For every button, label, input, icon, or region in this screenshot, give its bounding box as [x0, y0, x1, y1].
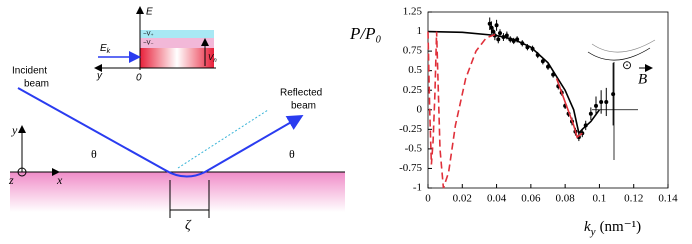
zeta: ζ	[185, 218, 192, 233]
x-tick-label: 0.02	[453, 193, 472, 205]
y-tick-label: -0.25	[399, 123, 422, 135]
y-tick-label: 0	[417, 103, 423, 115]
angle: θ	[289, 147, 295, 161]
data-point	[498, 31, 502, 36]
y-tick-label: 0.75	[403, 45, 423, 57]
y-axis-title: P/P₀	[349, 24, 381, 43]
y-label: y	[96, 71, 103, 82]
x-tick-label: 0.14	[658, 193, 678, 205]
y-tick-label: 0.5	[408, 64, 422, 76]
x-tick-label: 0.1	[593, 193, 607, 205]
x-axis-title: ky (nm⁻¹)	[584, 219, 641, 237]
z-axis-label: z	[8, 173, 14, 187]
field-label: B	[638, 71, 647, 87]
reflected: Reflected	[280, 88, 322, 99]
data-point	[611, 92, 616, 97]
ek-sub: k	[107, 48, 111, 55]
field-symbol: ⊙	[622, 58, 632, 72]
incident: beam	[24, 79, 49, 90]
inset-curve	[587, 47, 651, 61]
x-tick-label: 0.12	[624, 193, 643, 205]
reflected: beam	[291, 101, 316, 112]
origin: 0	[136, 73, 142, 84]
x-tick-label: 0.06	[521, 193, 541, 205]
y-tick-label: 1	[417, 25, 423, 37]
data-point	[496, 37, 501, 42]
x-title-sub: y	[590, 226, 596, 238]
vn-sub: n	[213, 58, 217, 64]
beam	[17, 87, 304, 178]
substrate	[10, 172, 345, 212]
x-title-unit: (nm⁻¹)	[600, 219, 642, 235]
curve	[427, 31, 497, 189]
data-point	[494, 23, 499, 28]
vn-main: V	[208, 53, 214, 62]
plot-frame	[427, 11, 669, 189]
well	[140, 48, 214, 68]
data-point	[487, 21, 492, 26]
data-point	[540, 59, 545, 64]
curve	[555, 78, 583, 139]
x-title-main: k	[584, 219, 591, 235]
incident: Incident	[12, 66, 47, 77]
y-axis-label: y	[11, 123, 18, 137]
x-axis-label: x	[56, 173, 63, 187]
vminus: −V₋	[143, 41, 154, 47]
y-tick-label: -1	[413, 182, 422, 194]
ek: Ek	[100, 43, 111, 55]
curve	[427, 30, 601, 135]
data-point	[489, 25, 494, 30]
data-point	[604, 99, 609, 104]
vn: Vn	[208, 53, 217, 63]
y-tick-label: -0.75	[399, 162, 422, 174]
data-point	[588, 111, 593, 116]
chart: P/P₀ ky (nm⁻¹) B ⊙ -1 -0.75 -0.5 -0.25 0 0.25 0…	[349, 6, 678, 238]
e-label: E	[146, 7, 153, 18]
data-point	[504, 33, 509, 38]
data-point	[599, 99, 604, 104]
band-minus	[140, 38, 214, 48]
y-tick-label: -0.5	[405, 142, 423, 154]
inset-curve	[591, 39, 656, 53]
data-point	[594, 103, 598, 108]
angle: θ	[91, 147, 97, 161]
x-tick-label: 0.04	[487, 193, 507, 205]
z-axis	[17, 167, 27, 177]
diagram: E y 0 Ek −V₊ −V₋ Vn Incident beam Reflec…	[8, 6, 345, 233]
x-tick-label: 0	[425, 193, 431, 205]
y-tick-label: 0.25	[403, 84, 423, 96]
data-point	[491, 29, 496, 34]
vplus: −V₊	[143, 32, 154, 38]
band-plus	[140, 30, 214, 38]
ek-main: E	[100, 43, 107, 54]
y-tick-label: 1.25	[403, 6, 423, 18]
x-tick-label: 0.08	[556, 193, 576, 205]
specular	[177, 109, 269, 169]
